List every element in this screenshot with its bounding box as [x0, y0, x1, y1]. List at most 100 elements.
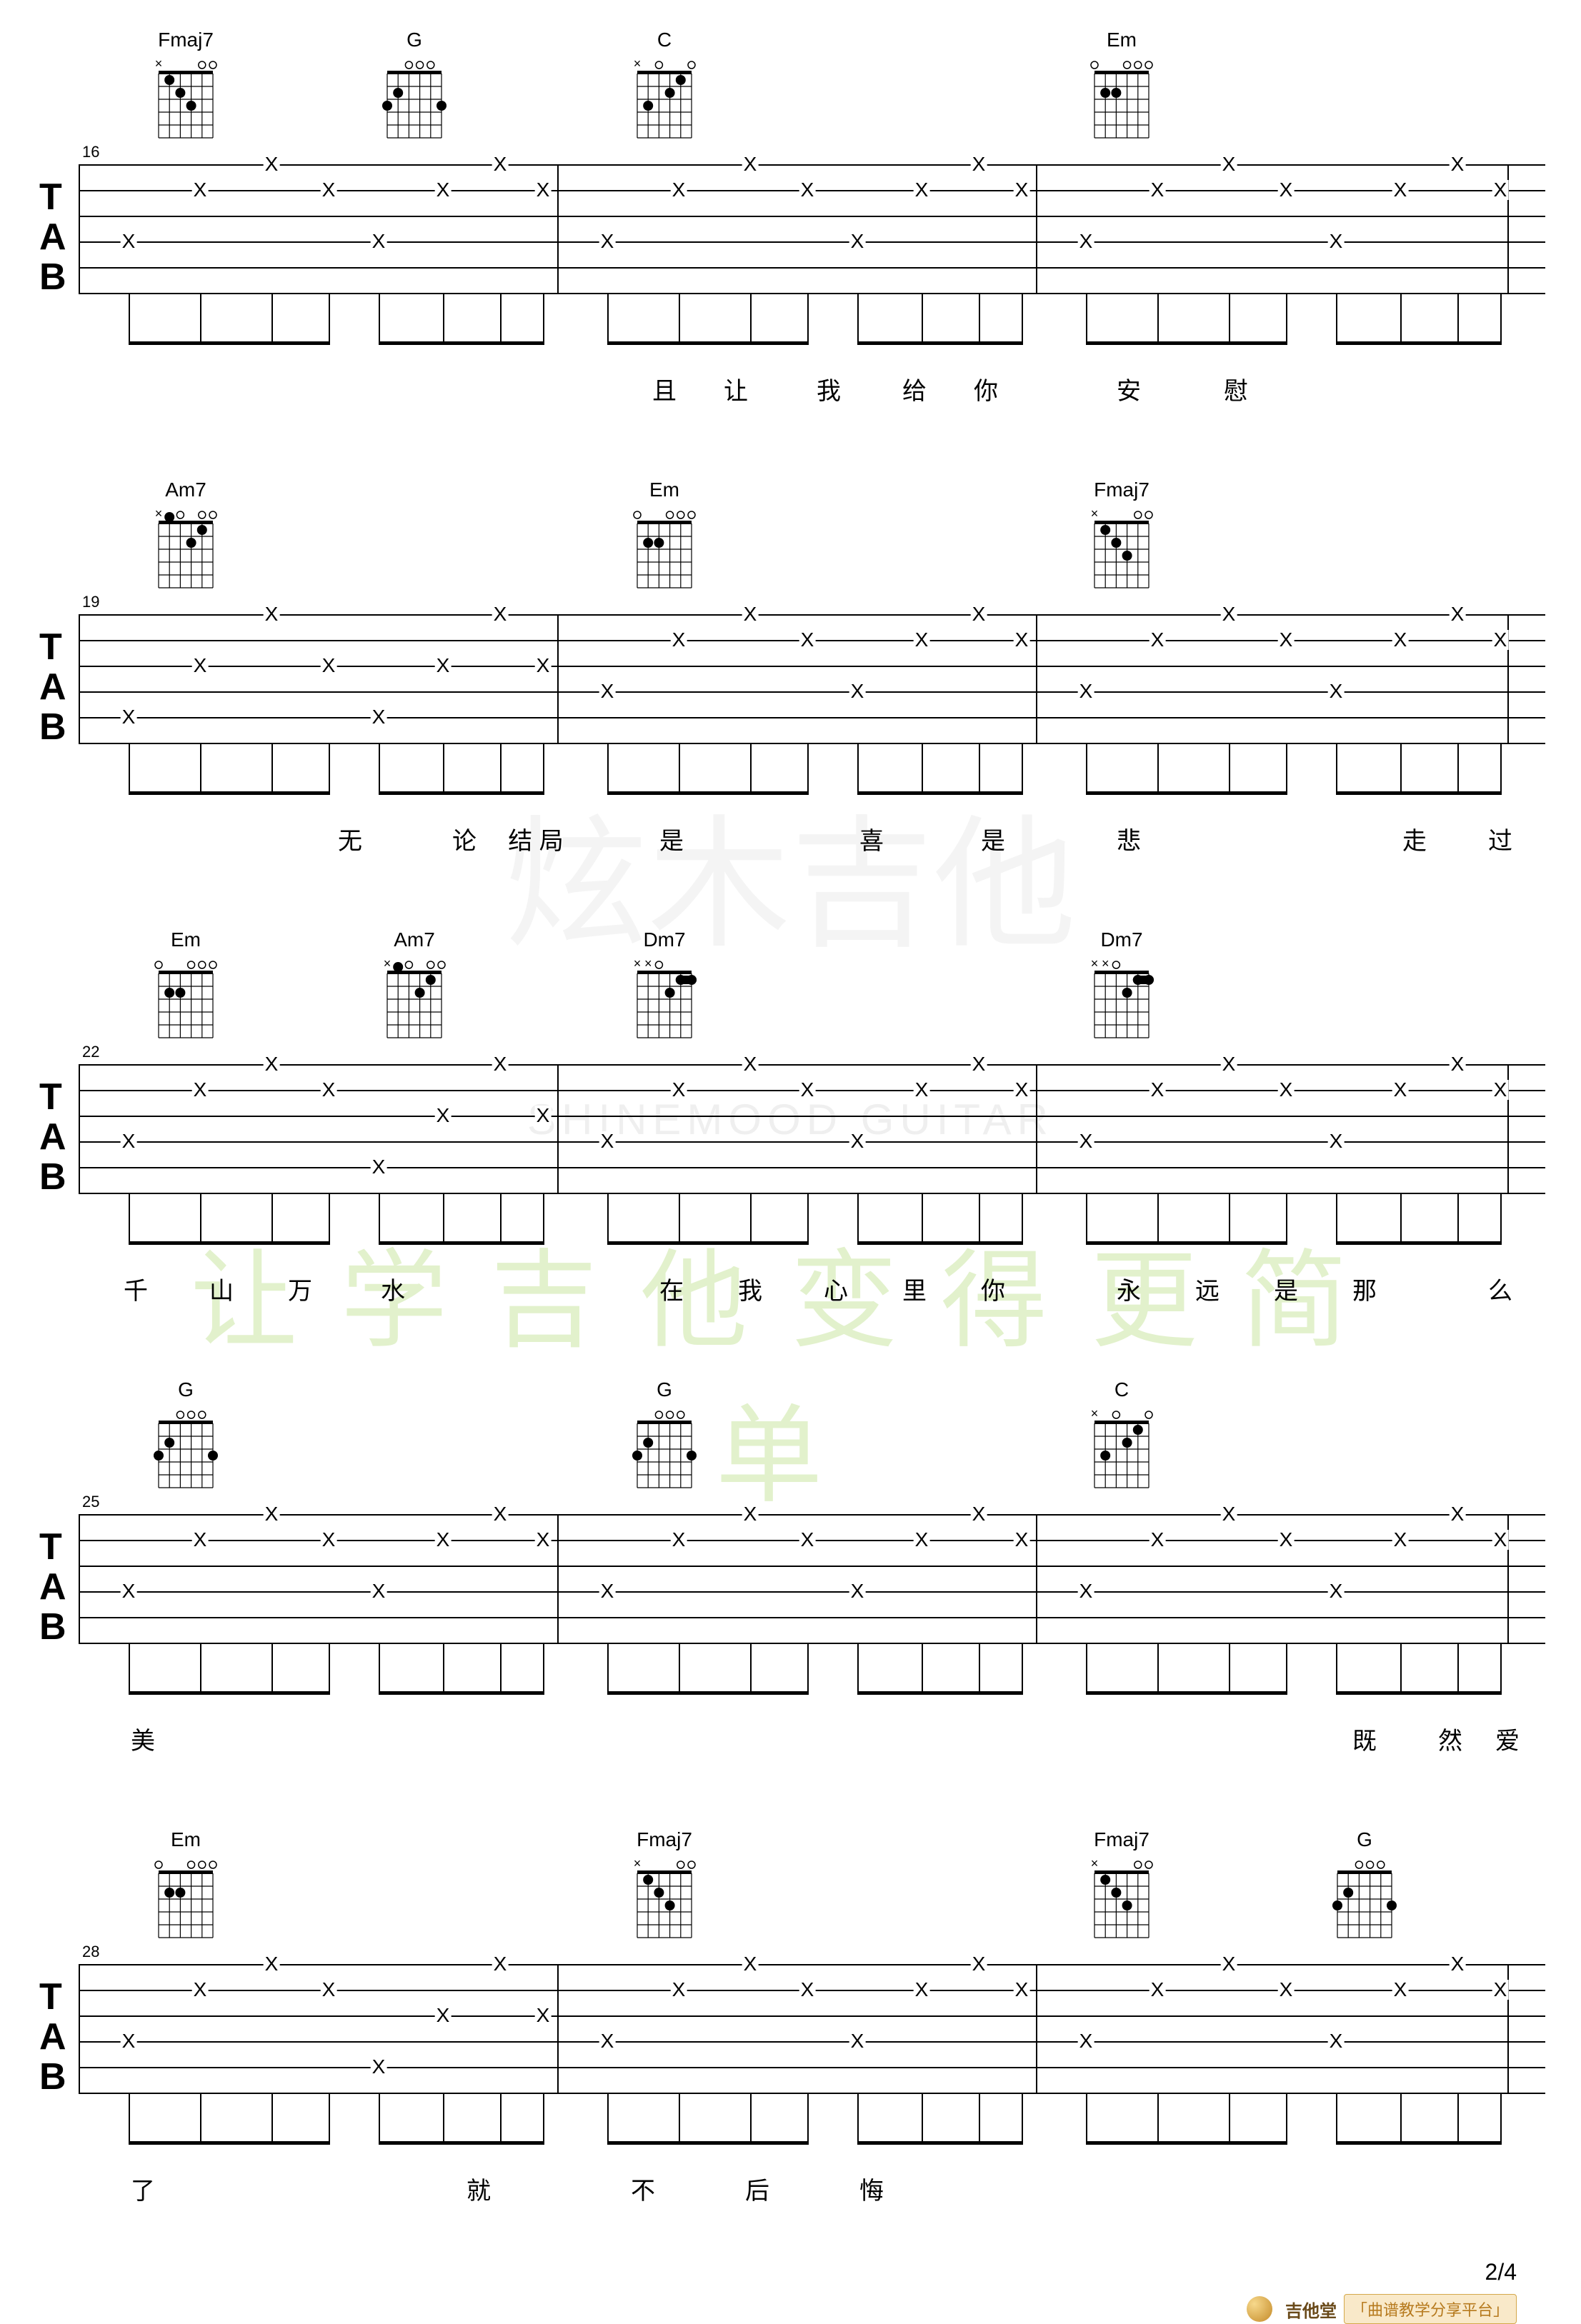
svg-text:×: ×	[1091, 1856, 1099, 1870]
tab-note: X	[435, 180, 452, 200]
stem	[379, 293, 380, 343]
chord-name: Em	[150, 928, 221, 951]
lyric: 给	[902, 371, 927, 406]
lyric: 爱	[1495, 1721, 1520, 1756]
barline	[557, 1064, 559, 1193]
chord-diagram	[629, 506, 700, 591]
tab-note: X	[1450, 1054, 1466, 1074]
tab-note: X	[971, 1054, 987, 1074]
stem	[129, 293, 130, 343]
tab-note: X	[371, 707, 387, 727]
chord-name: Fmaj7	[1086, 479, 1157, 501]
lyrics-row: 无论结 局是喜是悲走过	[79, 821, 1545, 857]
tab-note: X	[849, 231, 866, 251]
stem	[129, 2093, 130, 2143]
tab-note: X	[1078, 1131, 1094, 1151]
stem	[1086, 2093, 1087, 2143]
stem	[607, 1643, 609, 1693]
barline	[79, 164, 80, 293]
chord-row: Am7×EmFmaj7×	[114, 479, 1545, 600]
tab-letter: B	[39, 1608, 66, 1646]
tab-note: X	[742, 1504, 759, 1524]
stem	[1500, 293, 1502, 343]
tab-letter: A	[39, 219, 66, 256]
beam	[607, 1691, 809, 1695]
beam	[857, 791, 1023, 795]
chord-block: Dm7××	[1086, 928, 1157, 1041]
tab-note: X	[121, 1581, 137, 1601]
tab-note: X	[264, 1954, 280, 1974]
tab-lines: TABXXXXXXXXXXXXXXXXXXXXXXXX	[79, 164, 1545, 293]
tab-letter: T	[39, 1078, 62, 1116]
logo-icon	[1247, 2296, 1272, 2322]
tab-note: X	[535, 2005, 552, 2025]
barline	[79, 1964, 80, 2093]
tab-note: X	[1278, 1080, 1295, 1100]
tab-note: X	[1492, 1980, 1509, 2000]
stem	[750, 1643, 752, 1693]
tab-staff: 22TABXXXXXXXXXXXXXXXXXXXXXXXX	[36, 1064, 1545, 1193]
footer-tagline: 「曲谱教学分享平台」	[1344, 2294, 1517, 2324]
chord-name: G	[1329, 1828, 1400, 1851]
staff-row: GGC×25TABXXXXXXXXXXXXXXXXXXXXXXXX美既然爱	[36, 1378, 1545, 1757]
tab-note: X	[264, 1054, 280, 1074]
tab-note: X	[1328, 1131, 1345, 1151]
barline	[1036, 164, 1037, 293]
tab-note: X	[435, 1106, 452, 1126]
tab-letter: B	[39, 708, 66, 746]
stem	[1400, 1193, 1402, 1243]
stem	[607, 743, 609, 793]
stem	[543, 1643, 544, 1693]
barline	[1036, 1514, 1037, 1643]
tab-note: X	[914, 1080, 930, 1100]
tab-note: X	[799, 1080, 816, 1100]
stem	[750, 1193, 752, 1243]
svg-text:×: ×	[634, 1856, 642, 1870]
stem	[1457, 1193, 1459, 1243]
staff-line	[79, 614, 1545, 616]
staff-line	[79, 1514, 1545, 1516]
svg-text:×: ×	[155, 506, 163, 521]
tab-note: X	[1014, 1530, 1030, 1550]
tab-note: X	[321, 1530, 337, 1550]
lyric: 心	[824, 1271, 848, 1306]
chord-row: EmAm7×Dm7××Dm7××	[114, 928, 1545, 1050]
tab-note: X	[435, 1530, 452, 1550]
tab-letter: T	[39, 628, 62, 666]
staff-line	[79, 691, 1545, 693]
barline	[557, 614, 559, 743]
tab-note: X	[535, 1530, 552, 1550]
svg-text:×: ×	[1091, 1406, 1099, 1421]
stem	[379, 2093, 380, 2143]
tab-note: X	[1492, 1080, 1509, 1100]
stem	[543, 743, 544, 793]
stem	[129, 1193, 130, 1243]
tab-lines: TABXXXXXXXXXXXXXXXXXXXXXXXX	[79, 614, 1545, 743]
beam	[129, 791, 330, 795]
stem	[979, 1193, 980, 1243]
tab-note: X	[321, 656, 337, 676]
stem	[271, 1643, 273, 1693]
beam	[129, 1241, 330, 1245]
beam	[857, 341, 1023, 345]
stem	[200, 1643, 201, 1693]
footer-logo: 吉他堂 「曲谱教学分享平台」	[1247, 2294, 1517, 2324]
beam	[379, 2141, 544, 2145]
staff-row: EmFmaj7×Fmaj7×G28TABXXXXXXXXXXXXXXXXXXXX…	[36, 1828, 1545, 2207]
chord-block: C×	[629, 29, 700, 141]
tab-note: X	[321, 180, 337, 200]
staff-line	[79, 241, 1545, 243]
stem	[807, 1193, 809, 1243]
tab-note: X	[1149, 1530, 1166, 1550]
stem	[129, 743, 130, 793]
stem	[1500, 2093, 1502, 2143]
beam	[1336, 341, 1502, 345]
staff-line	[79, 2067, 1545, 2068]
stem	[129, 1643, 130, 1693]
lyric: 悲	[1117, 821, 1141, 856]
chord-block: Em	[629, 479, 700, 591]
stem	[1286, 1193, 1287, 1243]
tab-note: X	[492, 154, 509, 174]
barline	[1036, 1064, 1037, 1193]
stem	[329, 1193, 330, 1243]
